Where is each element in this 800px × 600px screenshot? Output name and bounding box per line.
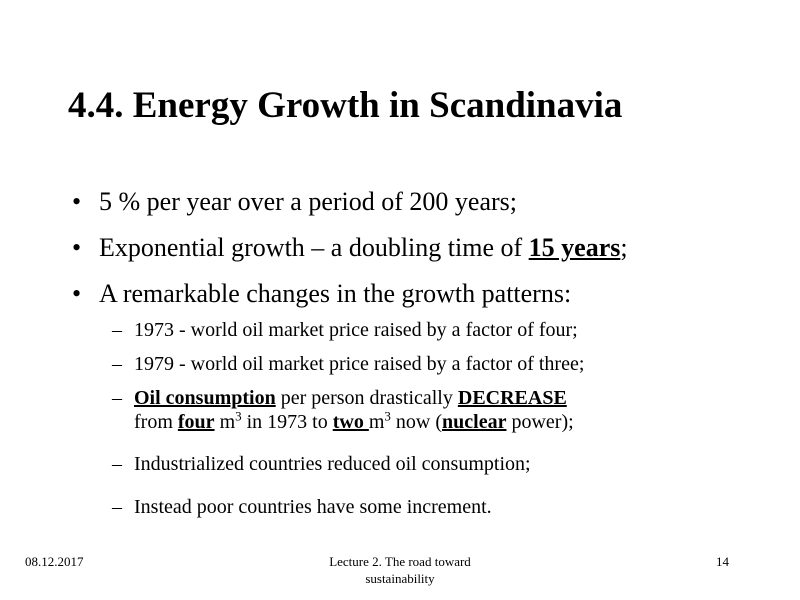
- sub-bullet-marker: –: [112, 319, 122, 341]
- sub-bullet-text: 1979 - world oil market price raised by …: [134, 353, 585, 375]
- footer-lecture-title: Lecture 2. The road toward sustainabilit…: [329, 554, 471, 586]
- bullet-marker: •: [72, 187, 82, 216]
- sub-bullet-text: 1973 - world oil market price raised by …: [134, 319, 578, 341]
- sub-bullet-marker: –: [112, 453, 122, 475]
- sub-bullet-marker: –: [112, 496, 122, 518]
- footer-page-number: 14: [716, 554, 729, 569]
- bullet-marker: •: [72, 233, 82, 262]
- sub-bullet-text: Instead poor countries have some increme…: [134, 496, 492, 518]
- emphasis-15-years: 15 years: [528, 233, 621, 262]
- sub-bullet-marker: –: [112, 387, 122, 409]
- sub-bullet-text: Industrialized countries reduced oil con…: [134, 453, 531, 475]
- bullet-text: 5 % per year over a period of 200 years;: [99, 187, 517, 216]
- bullet-marker: •: [72, 279, 82, 308]
- sub-bullet-text: Oil consumption per person drastically D…: [134, 387, 574, 433]
- slide-title: 4.4. Energy Growth in Scandinavia: [68, 85, 623, 126]
- sub-bullet-marker: –: [112, 353, 122, 375]
- bullet-text: A remarkable changes in the growth patte…: [99, 279, 572, 308]
- footer-date: 08.12.2017: [25, 554, 84, 569]
- bullet-text: Exponential growth – a doubling time of …: [99, 233, 628, 262]
